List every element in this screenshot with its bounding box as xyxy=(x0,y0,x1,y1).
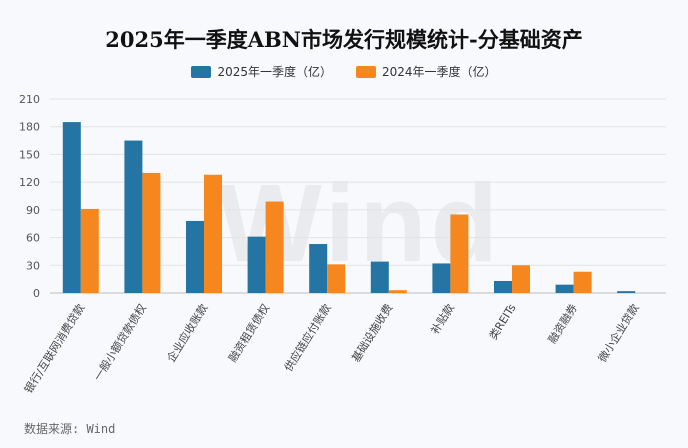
bar-2025[interactable] xyxy=(247,236,266,293)
bar-2024[interactable] xyxy=(573,271,592,293)
x-tick-label: 融资融券 xyxy=(545,301,580,346)
legend: 2025年一季度（亿） 2024年一季度（亿） xyxy=(0,63,688,80)
bar-2025[interactable] xyxy=(62,122,81,293)
legend-item-2024[interactable]: 2024年一季度（亿） xyxy=(356,63,497,80)
x-tick-label: 一般小额贷款债权 xyxy=(90,301,149,383)
legend-item-2025[interactable]: 2025年一季度（亿） xyxy=(191,63,332,80)
bar-2025[interactable] xyxy=(494,280,512,293)
source-note: 数据来源: Wind xyxy=(24,422,116,436)
legend-label-2024: 2024年一季度（亿） xyxy=(382,65,497,79)
bar-2024[interactable] xyxy=(142,172,161,293)
y-tick-label: 0 xyxy=(33,287,40,300)
bar-2025[interactable] xyxy=(555,284,574,293)
x-tick-label: 补贴款 xyxy=(428,301,457,336)
bar-2024[interactable] xyxy=(204,174,222,293)
y-tick-label: 60 xyxy=(26,232,40,245)
legend-label-2025: 2025年一季度（亿） xyxy=(217,65,332,79)
x-tick-label: 融资租赁债权 xyxy=(225,301,272,364)
y-tick-label: 150 xyxy=(19,148,40,161)
x-tick-label: 银行/互联网消费贷款 xyxy=(21,301,87,396)
x-tick-label: 供应链应付账款 xyxy=(281,301,334,374)
legend-swatch-2024 xyxy=(356,65,376,78)
y-tick-label: 120 xyxy=(19,176,40,189)
y-tick-label: 90 xyxy=(26,204,40,217)
x-tick-label: 基础设施收费 xyxy=(348,301,395,364)
bar-2025[interactable] xyxy=(186,220,204,293)
x-tick-label: 企业应收账款 xyxy=(164,301,211,364)
bar-2025[interactable] xyxy=(370,261,389,293)
x-tick-label: 类REITs xyxy=(486,301,519,342)
y-tick-label: 210 xyxy=(19,93,40,106)
bar-2025[interactable] xyxy=(617,291,636,293)
x-tick-label: 微小企业贷款 xyxy=(595,301,642,364)
bar-2025[interactable] xyxy=(309,244,328,293)
bar-2024[interactable] xyxy=(450,214,469,293)
bar-2024[interactable] xyxy=(388,290,407,293)
bar-2025[interactable] xyxy=(432,263,451,293)
bar-2024[interactable] xyxy=(327,264,346,293)
bar-2025[interactable] xyxy=(124,140,143,293)
bar-2024[interactable] xyxy=(265,201,284,293)
legend-swatch-2025 xyxy=(191,65,212,78)
y-tick-label: 30 xyxy=(26,259,40,272)
bar-2024[interactable] xyxy=(80,208,99,293)
chart-title: 2025年一季度ABN市场发行规模统计-分基础资产 xyxy=(105,27,583,52)
y-tick-label: 180 xyxy=(19,121,40,134)
bar-2024[interactable] xyxy=(512,265,530,293)
